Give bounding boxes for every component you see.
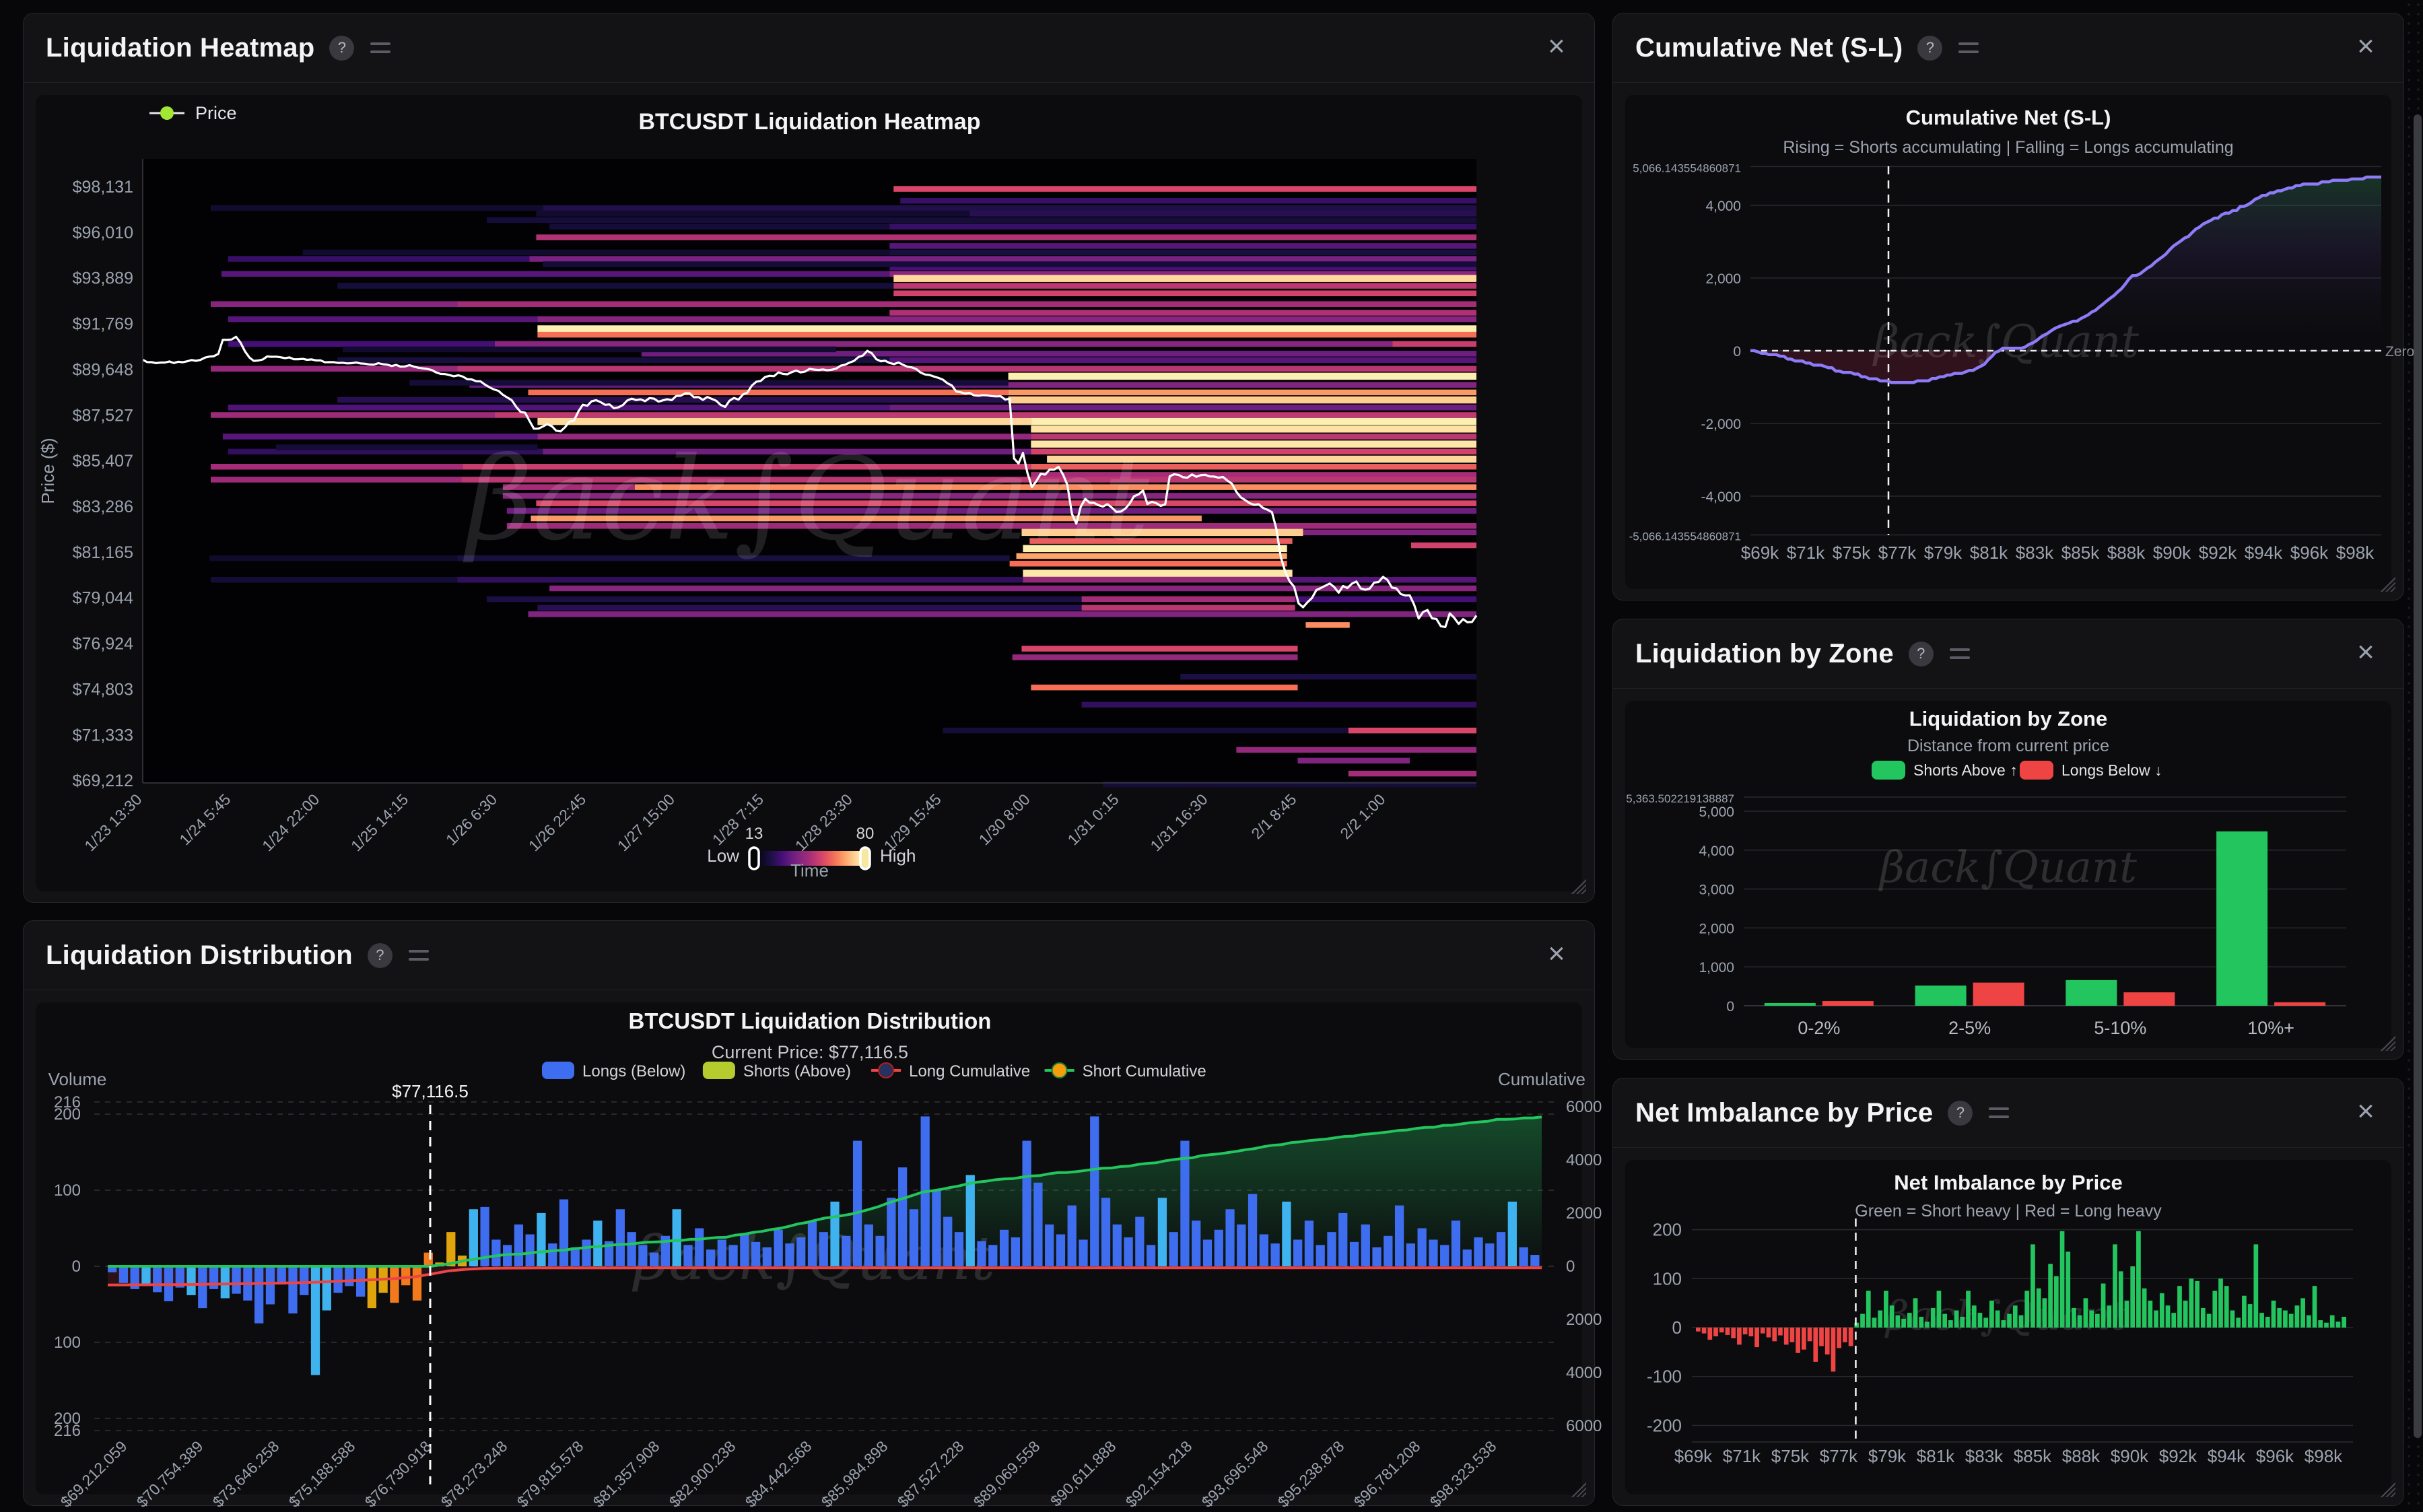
- scrollbar-thumb[interactable]: [2414, 114, 2422, 1438]
- panel-liquidation-distribution: Liquidation Distribution ? ×: [23, 920, 1595, 1506]
- close-icon[interactable]: ×: [2357, 30, 2375, 63]
- panel-liquidation-by-zone: Liquidation by Zone ? ×: [1612, 619, 2404, 1060]
- panel-title: Net Imbalance by Price: [1635, 1097, 1934, 1128]
- resize-handle-icon[interactable]: [1570, 878, 1588, 895]
- help-icon[interactable]: ?: [367, 942, 393, 968]
- panel-title: Cumulative Net (S-L): [1635, 32, 1903, 63]
- zone-chart-surface: [1625, 701, 2391, 1048]
- panel-cumulative-net: Cumulative Net (S-L) ? ×: [1612, 13, 2404, 600]
- close-icon[interactable]: ×: [2357, 635, 2375, 668]
- resize-handle-icon[interactable]: [1570, 1481, 1588, 1499]
- resize-handle-icon[interactable]: [2379, 1035, 2397, 1052]
- panel-header[interactable]: Cumulative Net (S-L) ? ×: [1613, 13, 2403, 83]
- panel-header[interactable]: Liquidation by Zone ? ×: [1613, 619, 2403, 689]
- panel-header[interactable]: Net Imbalance by Price ? ×: [1613, 1078, 2403, 1148]
- distribution-chart-surface: [36, 1002, 1582, 1494]
- drag-handle-icon[interactable]: [1949, 648, 1970, 659]
- drag-handle-icon[interactable]: [370, 42, 391, 53]
- help-icon[interactable]: ?: [329, 35, 355, 61]
- drag-handle-icon[interactable]: [408, 950, 429, 961]
- help-icon[interactable]: ?: [1917, 35, 1943, 61]
- panel-net-imbalance: Net Imbalance by Price ? ×: [1612, 1078, 2404, 1506]
- scrollbar-track[interactable]: [2412, 0, 2423, 1512]
- cumulative-net-chart-surface: [1625, 95, 2391, 589]
- close-icon[interactable]: ×: [2357, 1095, 2375, 1128]
- panel-header[interactable]: Liquidation Distribution ? ×: [24, 921, 1594, 990]
- drag-handle-icon[interactable]: [1989, 1107, 2010, 1118]
- help-icon[interactable]: ?: [1908, 641, 1934, 666]
- panel-header[interactable]: Liquidation Heatmap ? ×: [24, 13, 1594, 83]
- drag-handle-icon[interactable]: [1958, 42, 1979, 53]
- close-icon[interactable]: ×: [1548, 937, 1565, 970]
- panel-title: Liquidation Heatmap: [46, 32, 315, 63]
- resize-handle-icon[interactable]: [2379, 1481, 2397, 1499]
- panel-liquidation-heatmap: Liquidation Heatmap ? ×: [23, 13, 1595, 903]
- help-icon[interactable]: ?: [1948, 1100, 1973, 1126]
- panel-title: Liquidation by Zone: [1635, 638, 1894, 668]
- imbalance-chart-surface: [1625, 1160, 2391, 1494]
- resize-handle-icon[interactable]: [2379, 576, 2397, 593]
- heatmap-chart-surface: [36, 95, 1582, 891]
- panel-title: Liquidation Distribution: [46, 940, 353, 970]
- close-icon[interactable]: ×: [1548, 30, 1565, 63]
